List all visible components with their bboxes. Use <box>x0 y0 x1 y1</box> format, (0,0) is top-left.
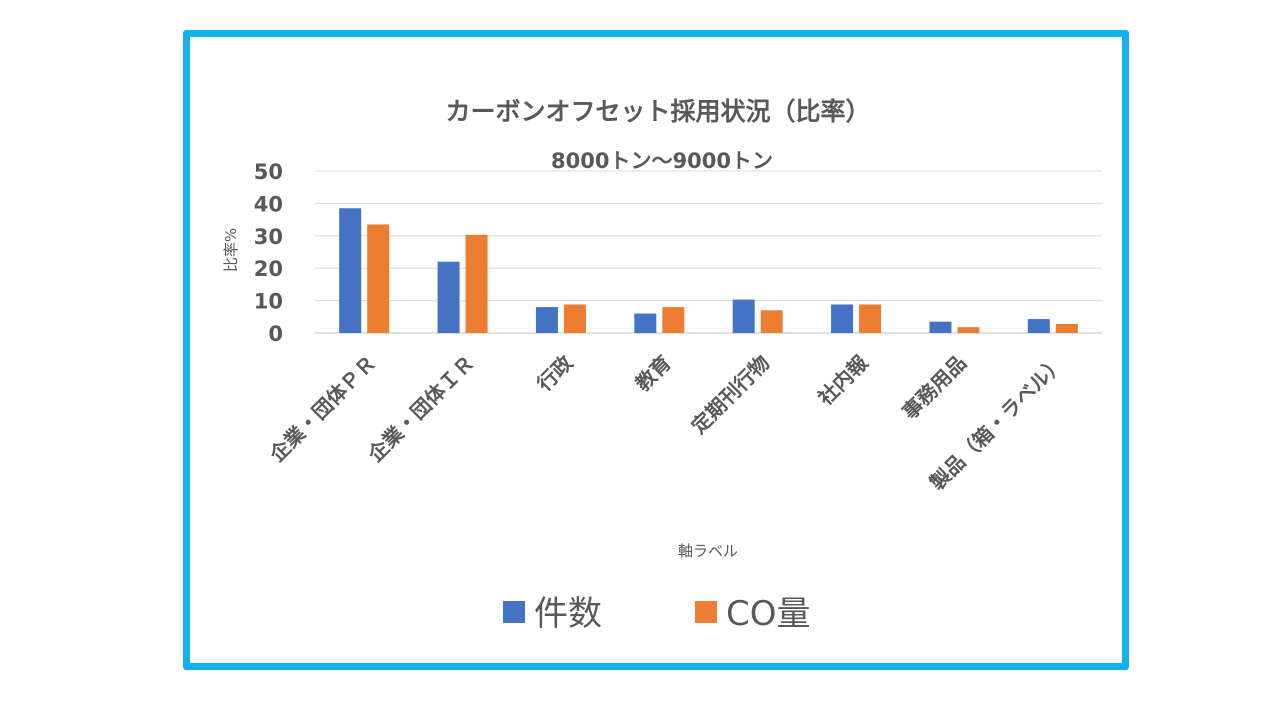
legend: 件数 CO量 <box>503 594 811 634</box>
bar-count-8 <box>1027 319 1050 333</box>
category-label: 定期刊行物 <box>687 351 775 439</box>
y-axis-ticks: 0 10 20 30 40 50 <box>254 160 283 346</box>
y-tick-label: 20 <box>254 257 283 281</box>
bar-co2-3 <box>563 304 586 333</box>
bar-co2-8 <box>1055 323 1078 333</box>
gridlines <box>315 170 1102 334</box>
x-axis-title: 軸ラベル <box>678 542 738 560</box>
bar-co2-2 <box>465 234 488 333</box>
chart-title: カーボンオフセット採用状況（比率） <box>445 97 870 126</box>
bar-count-7 <box>929 321 952 333</box>
bars <box>339 208 1078 333</box>
bar-co2-6 <box>859 304 882 333</box>
bar-count-2 <box>437 261 460 333</box>
category-label: 行政 <box>532 350 579 397</box>
y-tick-label: 40 <box>254 192 283 216</box>
legend-swatch <box>695 601 717 623</box>
category-label: 社内報 <box>812 350 873 411</box>
bar-count-5 <box>732 299 755 333</box>
y-axis-title: 比率% <box>222 228 240 272</box>
bar-count-3 <box>535 307 558 333</box>
y-tick-label: 30 <box>254 225 283 249</box>
bar-co2-7 <box>957 327 980 333</box>
chart-frame <box>183 30 1129 670</box>
legend-label: CO量 <box>726 594 811 634</box>
legend-swatch <box>503 601 525 623</box>
category-label: 事務用品 <box>897 351 971 425</box>
y-tick-label: 50 <box>254 160 283 184</box>
bar-count-1 <box>339 208 362 333</box>
bar-count-6 <box>831 304 854 333</box>
y-tick-label: 0 <box>268 322 283 346</box>
category-label: 教育 <box>631 351 676 396</box>
bar-co2-4 <box>662 307 685 333</box>
legend-label: 件数 <box>534 594 602 634</box>
bar-co2-5 <box>760 310 783 333</box>
chart-subtitle: 8000トン～9000トン <box>551 149 773 173</box>
bar-count-4 <box>634 313 657 333</box>
y-tick-label: 10 <box>254 290 283 314</box>
bar-co2-1 <box>367 224 390 333</box>
